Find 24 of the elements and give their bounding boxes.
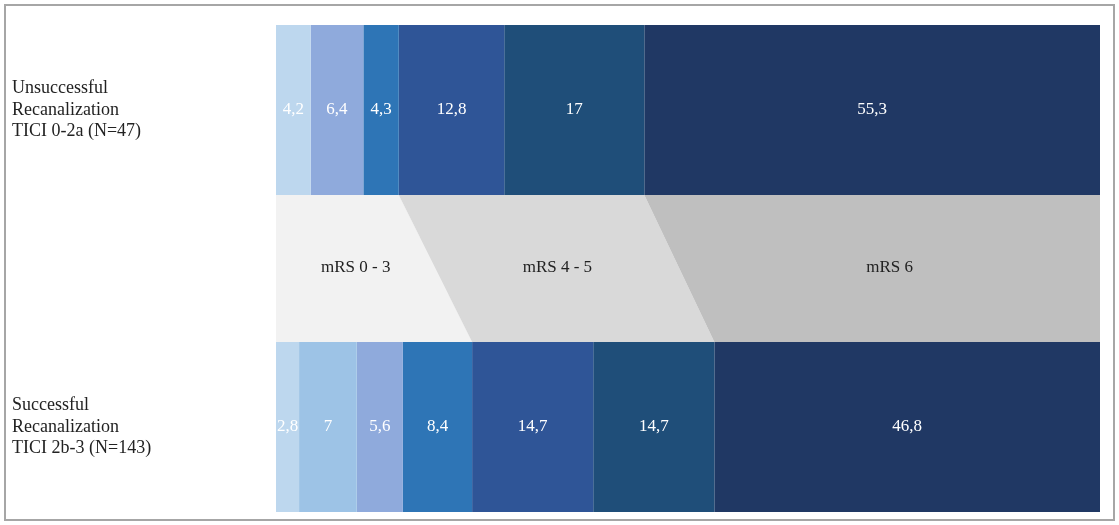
- annotation: mRS 0 - 3: [321, 257, 391, 277]
- data-label: 4,3: [370, 99, 392, 119]
- data-label: 12,8: [436, 99, 467, 119]
- data-label: 7: [323, 416, 333, 436]
- data-label: 14,7: [638, 416, 670, 436]
- data-label: 8,4: [426, 416, 449, 436]
- bar: [276, 342, 300, 512]
- y-tick-label: Successful Recanalization TICI 2b-3 (N=143): [12, 394, 152, 459]
- data-label: 55,3: [857, 99, 888, 119]
- data-label: 14,7: [517, 416, 549, 436]
- data-label: 6,4: [326, 99, 349, 119]
- annotation: mRS 6: [866, 257, 914, 277]
- data-label: 4,2: [282, 99, 304, 119]
- data-label: 46,8: [892, 416, 923, 436]
- y-tick-label: Unsuccessful Recanalization TICI 0-2a (N=47): [12, 77, 142, 142]
- bar: [276, 25, 311, 195]
- annotation: mRS 4 - 5: [522, 257, 593, 277]
- data-label: 5,6: [369, 416, 391, 436]
- data-label: 2,8: [276, 416, 299, 436]
- bar: [299, 342, 357, 512]
- bar: [356, 342, 403, 512]
- data-label: 17: [565, 99, 584, 119]
- bar: [310, 25, 364, 195]
- bar: [363, 25, 399, 195]
